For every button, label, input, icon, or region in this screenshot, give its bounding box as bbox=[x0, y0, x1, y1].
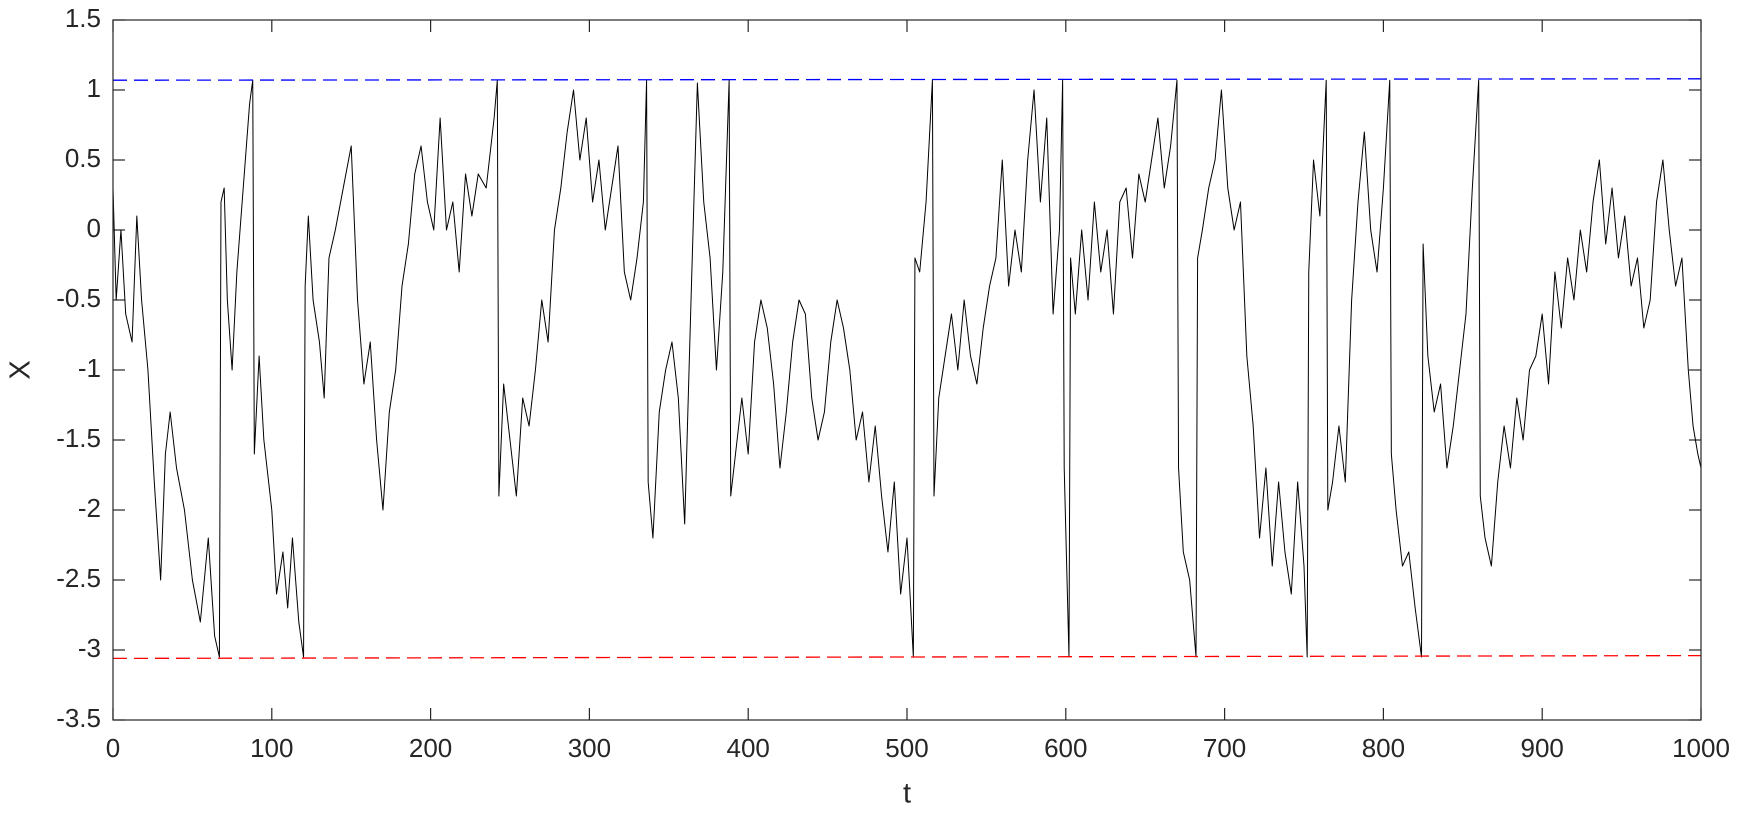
x-tick-label: 400 bbox=[727, 733, 770, 763]
x-tick-label: 300 bbox=[568, 733, 611, 763]
axes-box bbox=[112, 19, 1702, 721]
x-tick-label: 600 bbox=[1044, 733, 1087, 763]
y-tick-label: -2 bbox=[78, 493, 101, 523]
x-tick-label: 700 bbox=[1203, 733, 1246, 763]
y-tick-label: 1 bbox=[87, 73, 101, 103]
y-axis-label: X bbox=[5, 360, 37, 379]
x-tick-label: 100 bbox=[250, 733, 293, 763]
threshold-line bbox=[112, 78, 1702, 81]
threshold-line bbox=[112, 654, 1702, 660]
y-tick-label: 0 bbox=[87, 213, 101, 243]
y-tick-label: -3.5 bbox=[56, 703, 101, 733]
x-tick-label: 0 bbox=[106, 733, 120, 763]
y-tick-label: 0.5 bbox=[65, 143, 101, 173]
y-tick-label: -1 bbox=[78, 353, 101, 383]
y-tick-label: -0.5 bbox=[56, 283, 101, 313]
y-tick-label: -3 bbox=[78, 633, 101, 663]
x-tick-label: 1000 bbox=[1672, 733, 1730, 763]
y-tick-label: 1.5 bbox=[65, 3, 101, 33]
y-tick-label: -2.5 bbox=[56, 563, 101, 593]
x-tick-label: 500 bbox=[885, 733, 928, 763]
x-tick-label: 200 bbox=[409, 733, 452, 763]
y-tick-label: -1.5 bbox=[56, 423, 101, 453]
x-tick-label: 800 bbox=[1362, 733, 1405, 763]
x-axis-label: t bbox=[903, 778, 911, 810]
data-line bbox=[112, 79, 1702, 658]
x-tick-label: 900 bbox=[1521, 733, 1564, 763]
